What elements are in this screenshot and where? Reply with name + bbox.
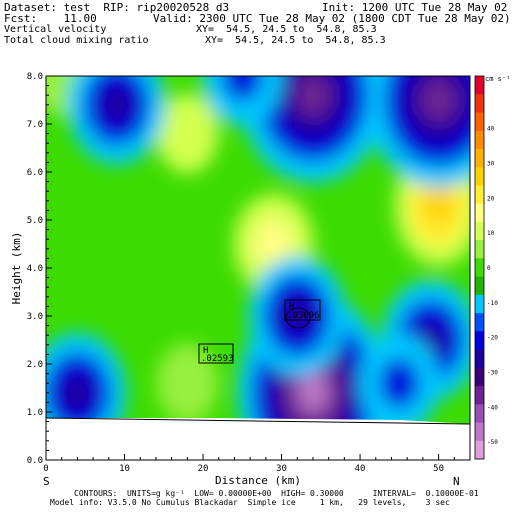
colorbar-segment-9 [475, 240, 484, 259]
x-tick-label-4: 40 [355, 464, 366, 474]
x-tick-label-5: 50 [433, 464, 444, 474]
colorbar-segment-1 [475, 94, 484, 113]
colorbar-segment-7 [475, 203, 484, 223]
colorbar-segment-0 [475, 76, 484, 95]
colorbar-segment-11 [475, 276, 484, 296]
colorbar-segment-15 [475, 349, 484, 369]
field-feature-14 [359, 333, 440, 434]
field-feature-13 [248, 256, 347, 376]
colorbar-units: cm s⁻¹ [485, 75, 510, 83]
y-tick-label-2: 2.0 [27, 360, 43, 370]
field-feature-9 [67, 76, 166, 165]
colorbar-segment-8 [475, 221, 484, 241]
y-tick-label-4: 4.0 [27, 264, 43, 274]
feature-10-level-2 [222, 76, 263, 101]
colorbar-segment-2 [475, 112, 484, 132]
colorbar-label-3: 10 [487, 230, 495, 237]
y-tick-label-5: 5.0 [27, 216, 43, 226]
colorbar-label-8: -40 [487, 404, 498, 411]
colorbar-label-4: 0 [487, 265, 491, 272]
init-line: Init: 1200 UTC Tue 28 May 02 [322, 1, 508, 14]
field-feature-12 [46, 332, 127, 453]
orientation-right: N [453, 475, 460, 488]
terrain [46, 418, 470, 460]
colorbar-segment-4 [475, 148, 484, 168]
colorbar-label-1: 30 [487, 161, 495, 168]
y-tick-label-7: 7.0 [27, 120, 43, 130]
model-line: Model info: V3.5.0 No Cumulus Blackadar … [50, 498, 450, 507]
feature-14-level-2 [379, 358, 420, 409]
colorbar-segment-19 [475, 422, 484, 442]
feature-8-level-4 [294, 76, 332, 118]
colorbar-segment-12 [475, 294, 484, 314]
field2-name: Total cloud mixing ratio [4, 35, 149, 46]
colorbar-segment-14 [475, 331, 484, 351]
feature-7-level-4 [420, 78, 457, 122]
colorbar: 40 30 20 10 0 -10 -20 -30 -40 -50 [474, 75, 498, 460]
feature-1-level-2 [253, 219, 294, 269]
x-tick-label-1: 10 [119, 464, 130, 474]
heatmap-field [46, 76, 470, 460]
field-feature-8 [240, 76, 386, 183]
feature-6-level-5 [297, 372, 329, 413]
colorbar-label-7: -30 [487, 369, 498, 376]
x-axis: 0 10 20 30 40 50 [43, 454, 455, 474]
feature-2-level-1 [156, 93, 219, 174]
colorbar-label-0: 40 [487, 126, 495, 133]
x-axis-label: Distance (km) [215, 474, 301, 487]
field1-xy: XY= 54.5, 24.5 to 54.8, 85.3 [196, 24, 377, 35]
fcst-line: Fcst: 11.00 [4, 12, 97, 25]
field2-xy: XY= 54.5, 24.5 to 54.8, 85.3 [205, 35, 386, 46]
y-axis: 0.0 1.0 2.0 3.0 4.0 5.0 6.0 7.0 8.0 [27, 72, 52, 466]
field1-name: Vertical velocity [4, 24, 107, 35]
annotation-h1-label: H [203, 346, 208, 356]
y-axis-label: Height (km) [10, 232, 23, 305]
annotation-h2: H .03696 [284, 299, 321, 329]
y-tick-label-6: 6.0 [27, 168, 43, 178]
orientation-left: S [43, 475, 50, 488]
annotation-h1: H .02593 [198, 343, 234, 364]
colorbar-segment-13 [475, 313, 484, 332]
colorbar-segment-20 [475, 440, 484, 460]
colorbar-label-6: -20 [487, 335, 498, 342]
colorbar-segment-5 [475, 167, 484, 186]
colorbar-segment-10 [475, 258, 484, 278]
y-tick-label-3: 3.0 [27, 312, 43, 322]
field-feature-7 [366, 76, 470, 188]
colorbar-segment-17 [475, 386, 484, 405]
feature-9-level-3 [100, 84, 133, 125]
colorbar-segment-6 [475, 185, 484, 205]
colorbar-frame [474, 75, 485, 460]
colorbar-label-2: 20 [487, 195, 495, 202]
x-tick-label-2: 20 [198, 464, 209, 474]
y-tick-label-0: 0.0 [27, 456, 43, 466]
x-tick-label-0: 0 [43, 464, 48, 474]
y-tick-label-1: 1.0 [27, 408, 43, 418]
colorbar-label-5: -10 [487, 300, 498, 307]
field-feature-10 [202, 76, 283, 126]
colorbar-segment-16 [475, 367, 484, 387]
annotation-h1-value: .02593 [201, 354, 234, 364]
colorbar-segment-3 [475, 130, 484, 150]
x-tick-label-3: 30 [276, 464, 287, 474]
contours-line: CONTOURS: UNITS=g kg⁻¹ LOW= 0.00000E+00 … [74, 489, 479, 498]
colorbar-label-9: -50 [487, 439, 498, 446]
y-tick-label-8: 8.0 [27, 72, 43, 82]
feature-0-level-3 [423, 185, 454, 226]
valid-line: Valid: 2300 UTC Tue 28 May 02 (1800 CDT … [153, 12, 511, 25]
annotation-h2-label: H [289, 302, 294, 312]
colorbar-segment-18 [475, 404, 484, 424]
field-feature-2 [156, 93, 219, 174]
dataset-line: Dataset: test RIP: rip20020528 d3 [4, 1, 230, 14]
annotation-h2-value: .03696 [287, 311, 320, 321]
feature-12-level-3 [61, 372, 94, 413]
